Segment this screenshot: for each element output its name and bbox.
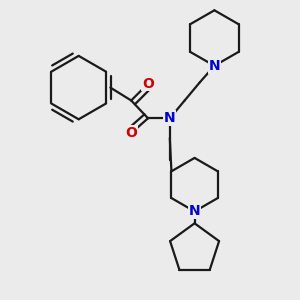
Text: O: O: [142, 76, 154, 91]
Text: N: N: [189, 204, 200, 218]
Text: O: O: [125, 126, 137, 140]
Text: N: N: [164, 111, 176, 125]
Text: N: N: [208, 59, 220, 73]
